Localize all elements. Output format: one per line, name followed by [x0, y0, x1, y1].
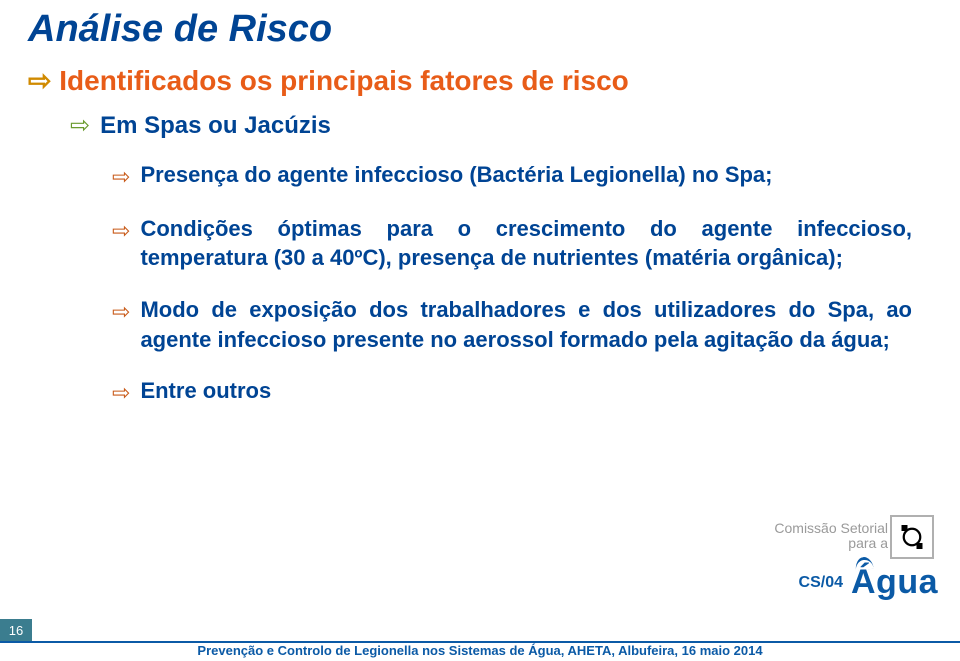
list-item-text: Presença do agente infeccioso (Bactéria …	[140, 160, 772, 190]
slide-title: Análise de Risco	[28, 8, 332, 51]
arrow-icon: ⇨	[28, 64, 51, 97]
logo-text: Comissão Setorial para a	[738, 521, 888, 550]
logo-comissao-setorial: Comissão Setorial para a CS/04 Água	[738, 515, 938, 625]
subtitle-1-text: Identificados os principais fatores de r…	[59, 65, 629, 96]
logo-line-2: para a	[738, 536, 888, 551]
ipq-icon	[890, 515, 934, 559]
arrow-icon: ⇨	[112, 216, 130, 246]
list-item: ⇨ Entre outros	[112, 376, 912, 408]
slide: Análise de Risco ⇨ Identificados os prin…	[0, 0, 960, 661]
list-item: ⇨ Presença do agente infeccioso (Bactéri…	[112, 160, 912, 192]
footer-text: Prevenção e Controlo de Legionella nos S…	[0, 643, 960, 661]
subtitle-2-text: Em Spas ou Jacúzis	[100, 112, 331, 140]
list-item-text: Condições óptimas para o crescimento do …	[140, 214, 912, 273]
subtitle-level-2: ⇨ Em Spas ou Jacúzis	[70, 112, 331, 140]
arrow-icon: ⇨	[70, 114, 90, 138]
page-number-badge: 16	[0, 619, 32, 641]
subtitle-level-1: ⇨ Identificados os principais fatores de…	[28, 64, 629, 97]
logo-agua: Água	[851, 563, 938, 602]
arrow-icon: ⇨	[112, 378, 130, 408]
logo-top-row: Comissão Setorial para a	[738, 515, 938, 561]
body-list: ⇨ Presença do agente infeccioso (Bactéri…	[112, 160, 912, 430]
list-item: ⇨ Condições óptimas para o crescimento d…	[112, 214, 912, 273]
logo-line-1: Comissão Setorial	[738, 521, 888, 536]
arrow-icon: ⇨	[112, 162, 130, 192]
footer: 16 Prevenção e Controlo de Legionella no…	[0, 615, 960, 661]
logo-cs04: CS/04	[799, 574, 843, 592]
list-item-text: Modo de exposição dos trabalhadores e do…	[140, 295, 912, 354]
list-item-text: Entre outros	[140, 376, 271, 406]
arrow-icon: ⇨	[112, 297, 130, 327]
list-item: ⇨ Modo de exposição dos trabalhadores e …	[112, 295, 912, 354]
logo-bottom-row: CS/04 Água	[738, 563, 938, 602]
